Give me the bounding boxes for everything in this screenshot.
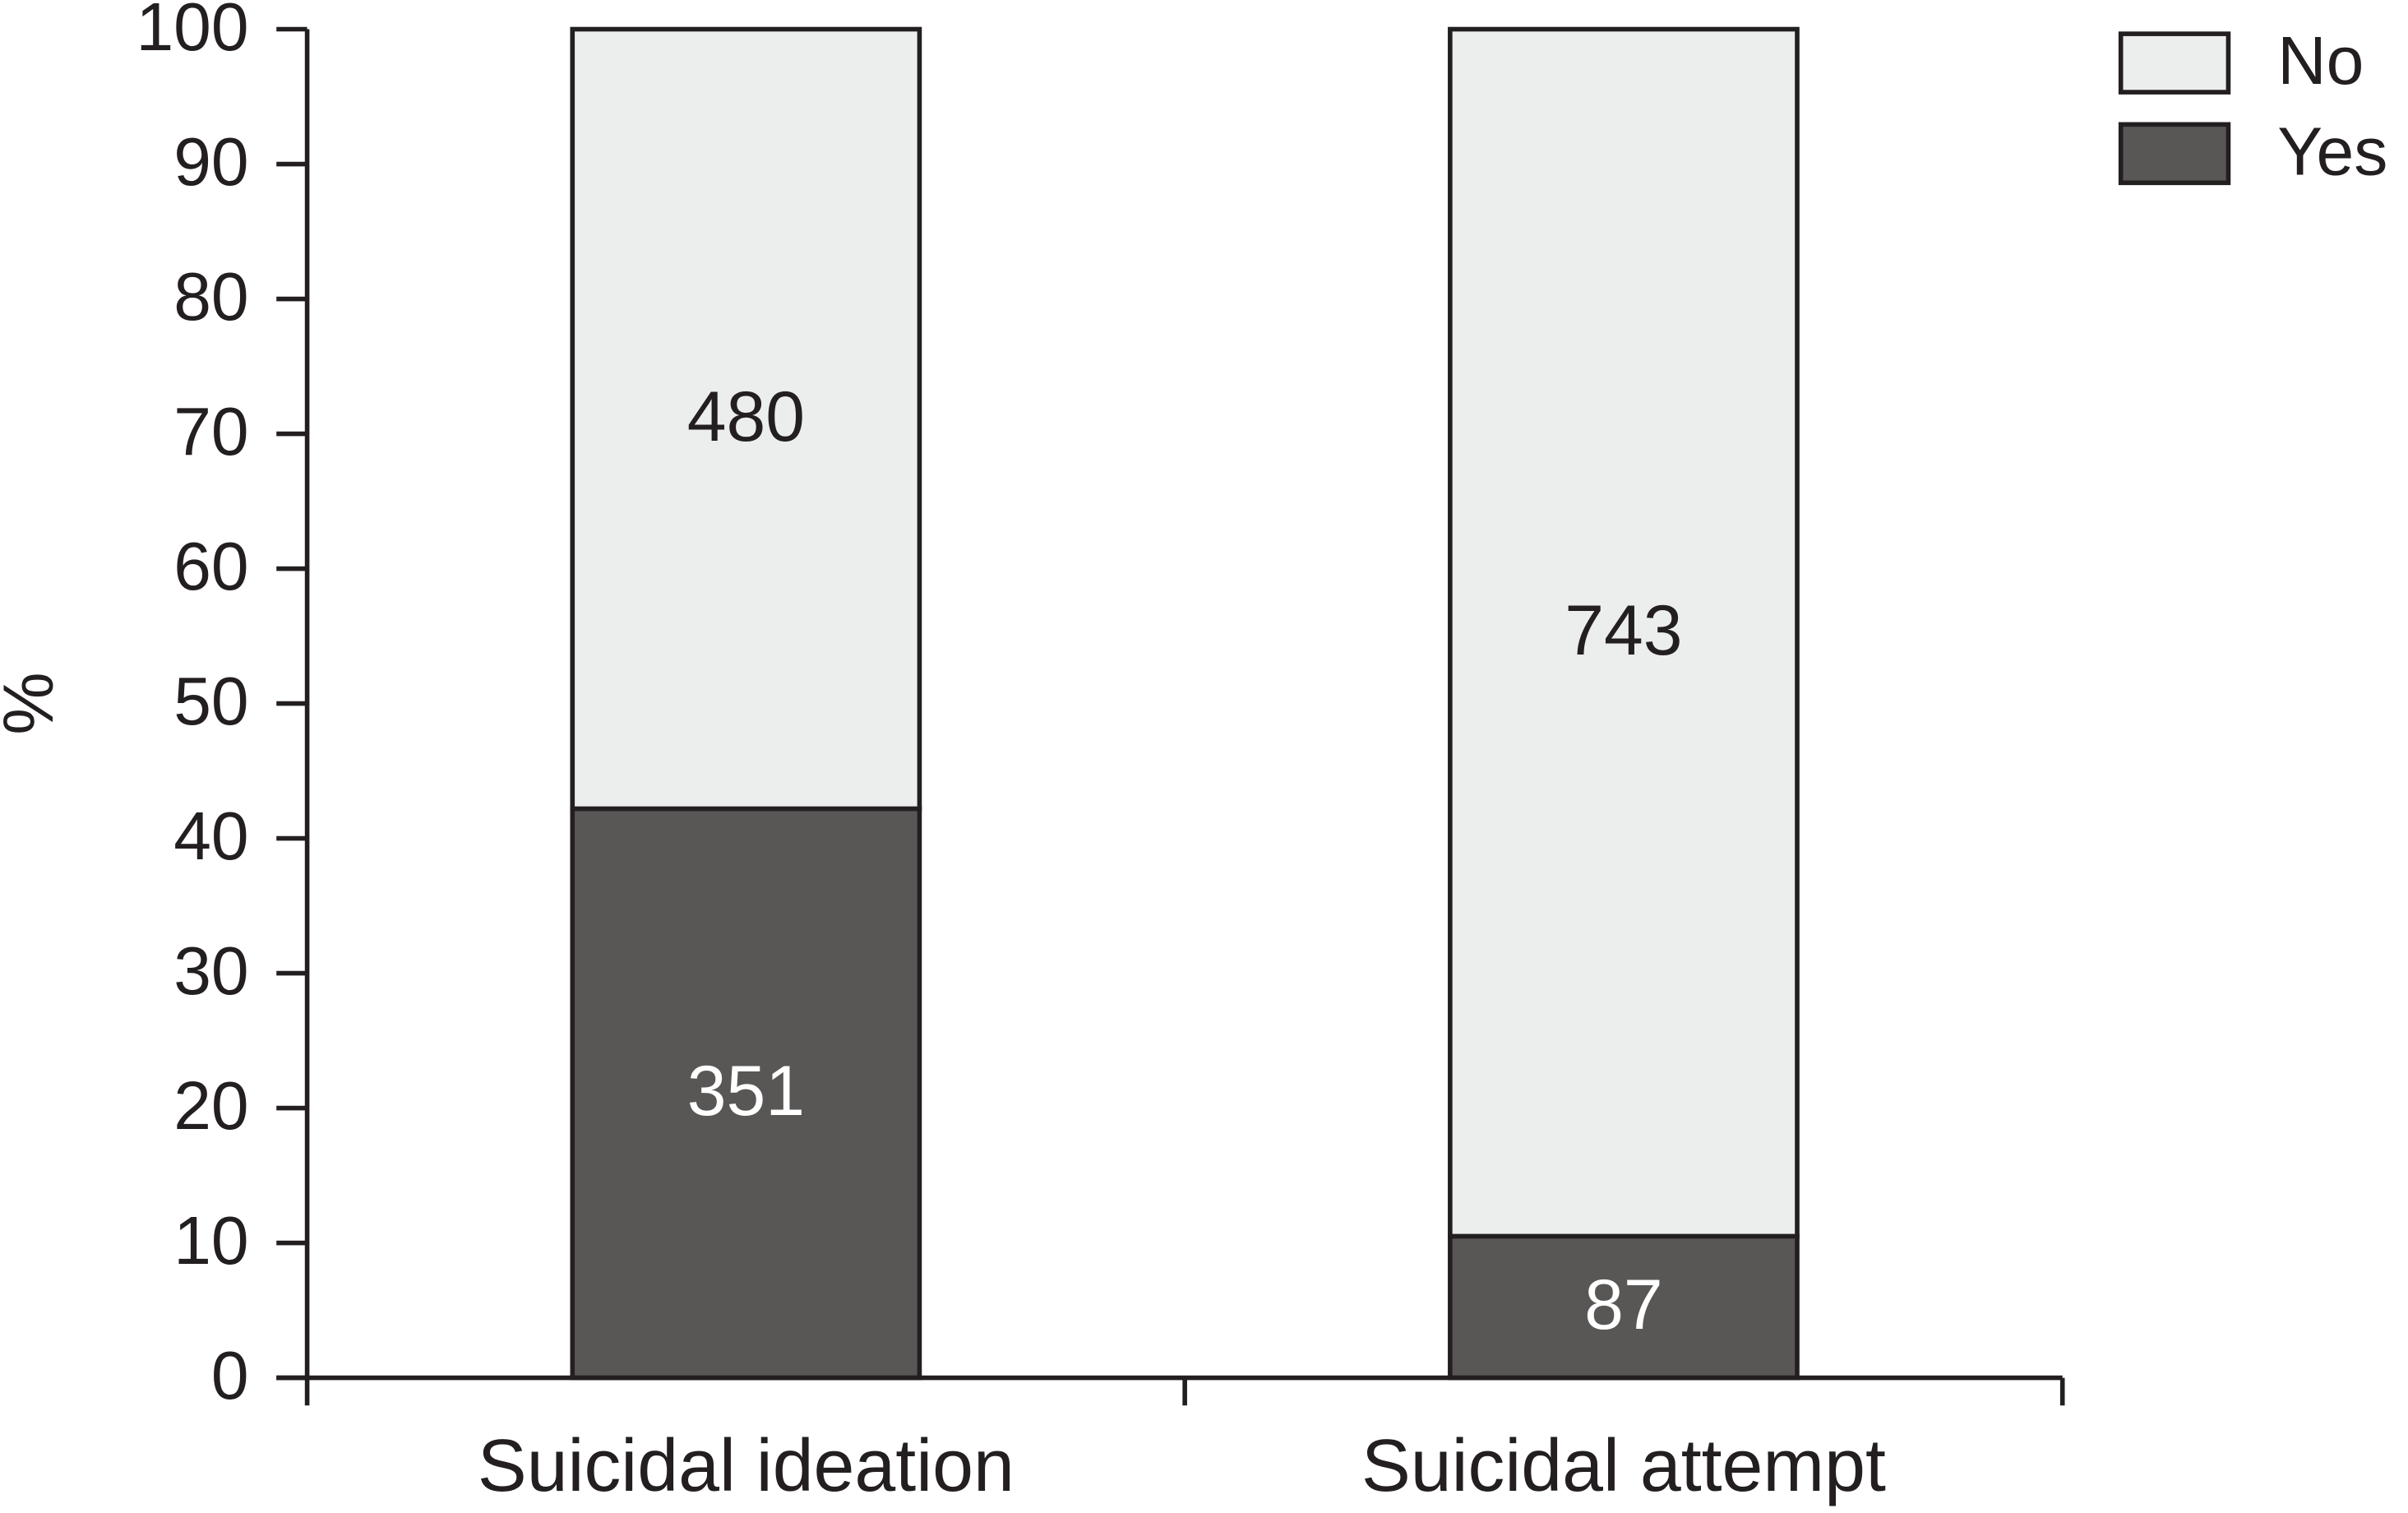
legend-swatch (2118, 122, 2231, 186)
y-tick-label: 70 (173, 395, 248, 470)
y-tick-label: 20 (173, 1069, 248, 1144)
y-tick-label: 30 (173, 934, 248, 1009)
bar-segment (1448, 26, 1800, 1239)
y-tick-label: 100 (136, 0, 248, 65)
bar-segment (570, 806, 922, 1381)
y-tick-label: 0 (211, 1339, 249, 1414)
legend-label: No (2277, 24, 2364, 99)
data-label: 351 (687, 1052, 805, 1131)
y-tick-label: 90 (173, 125, 248, 200)
y-tick-label: 80 (173, 260, 248, 335)
data-label: 743 (1565, 591, 1682, 670)
y-tick-label: 60 (173, 530, 248, 604)
x-tick-label: Suicidal attempt (1361, 1425, 1886, 1507)
y-axis-label: % (0, 672, 68, 734)
bar-segment (570, 26, 922, 812)
y-tick-label: 10 (173, 1204, 248, 1279)
bar-segment (1448, 1233, 1800, 1381)
legend-swatch (2118, 31, 2231, 95)
y-tick-label: 50 (173, 664, 248, 739)
y-tick-label: 40 (173, 799, 248, 874)
legend-label: Yes (2277, 114, 2387, 189)
data-label: 87 (1584, 1265, 1663, 1344)
data-label: 480 (687, 377, 805, 456)
x-tick-label: Suicidal ideation (478, 1425, 1015, 1507)
